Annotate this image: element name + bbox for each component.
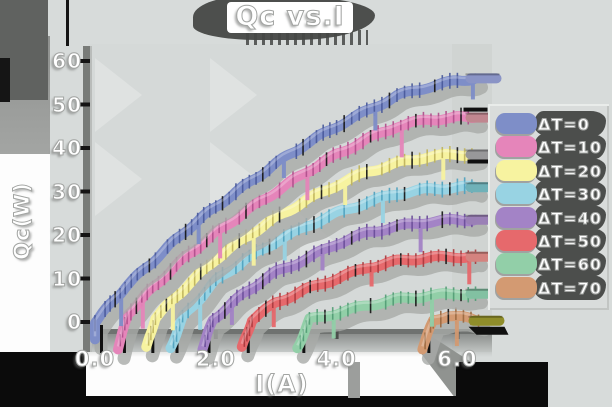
legend-label-shadow — [534, 274, 606, 300]
x-tick-label: 4.0 — [316, 347, 357, 372]
legend-label: ΔT=50 — [538, 232, 602, 252]
axis-ink-mark — [66, 0, 69, 46]
legend-swatch — [496, 183, 537, 205]
y-tick-label: 60 — [52, 49, 82, 74]
series-shadow — [170, 188, 488, 364]
title-shadow-fringe — [246, 30, 368, 45]
deco-triangle — [95, 58, 142, 132]
series-shadow — [117, 118, 488, 365]
series-highlight — [145, 149, 476, 345]
legend-label: ΔT=60 — [538, 255, 602, 275]
y-tick-label: 0 — [67, 310, 82, 335]
legend-label-shadow — [534, 204, 606, 230]
legend: ΔT=0 ΔT=10 ΔT=20 ΔT=30 ΔT=40 ΔT=50 ΔT=60 ΔT=70 — [488, 104, 609, 310]
legend-label: ΔT=10 — [538, 138, 602, 158]
series-highlight — [240, 251, 476, 345]
y-tick-mark — [76, 146, 90, 150]
legend-item: ΔT=30 — [488, 181, 609, 207]
series-shadow — [202, 221, 488, 365]
series-shadow — [241, 258, 488, 363]
x-tick-label: 6.0 — [437, 347, 478, 372]
y-tick-label: 40 — [52, 136, 82, 161]
legend-label: ΔT=70 — [538, 278, 602, 298]
y-tick-label: 30 — [52, 179, 82, 204]
corner-ink-mark — [0, 58, 10, 102]
legend-swatch — [496, 230, 537, 251]
series-dt-40 — [197, 211, 502, 365]
legend-item: ΔT=40 — [488, 204, 609, 230]
legend-label: ΔT=20 — [538, 161, 602, 181]
legend-label: ΔT=0 — [538, 115, 590, 135]
series-dt-0 — [90, 72, 502, 355]
y-tick-mark — [76, 276, 90, 281]
series-highlight — [421, 311, 479, 347]
y-tick-mark — [76, 59, 90, 63]
bottom-ink-bar — [0, 396, 462, 407]
legend-item: ΔT=50 — [488, 228, 609, 253]
x-tick-label: 2.0 — [195, 347, 236, 372]
tick-shadow — [348, 362, 360, 398]
legend-swatch — [496, 136, 537, 158]
series-start-ink — [100, 325, 103, 353]
deco-triangle — [210, 58, 257, 132]
title-box — [227, 2, 353, 33]
legend-item: ΔT=60 — [488, 251, 609, 277]
legend-swatch — [496, 276, 537, 298]
series-highlight — [201, 214, 476, 347]
y-tick-mark — [76, 189, 90, 194]
y-axis-spine-edge — [90, 46, 92, 352]
series-highlight — [296, 289, 476, 346]
series-shadow — [145, 156, 488, 363]
x-axis-label: I(A) — [255, 370, 309, 399]
y-tick-label: 20 — [52, 223, 82, 248]
legend-label-shadow — [534, 228, 606, 253]
series-line — [113, 111, 481, 355]
legend-swatch — [496, 253, 537, 275]
legend-label-shadow — [534, 111, 606, 136]
series-line — [292, 288, 481, 354]
x-tick-mark — [334, 330, 339, 339]
chart-title: Qc vs.I — [235, 1, 345, 33]
y-axis-spine — [83, 46, 90, 352]
deco-triangle — [95, 142, 142, 216]
legend-label-shadow — [534, 134, 606, 160]
series-line — [197, 213, 481, 355]
series-shadow — [296, 295, 488, 364]
series-shadow — [421, 318, 491, 365]
series-tail — [465, 73, 502, 84]
y-axis-label: Qc(W) — [10, 182, 35, 261]
legend-item: ΔT=20 — [488, 157, 609, 183]
y-tick-mark — [76, 233, 90, 237]
legend-swatch — [496, 113, 537, 134]
legend-label: ΔT=40 — [538, 208, 602, 228]
y-tick-label: 10 — [52, 266, 82, 291]
corner-ink-block — [456, 362, 548, 407]
legend-label: ΔT=30 — [538, 185, 602, 205]
legend-swatch — [496, 206, 537, 228]
legend-label-shadow — [534, 181, 606, 207]
series-shadow — [94, 80, 488, 355]
legend-label-shadow — [534, 251, 606, 277]
x-tick-label: 0.0 — [74, 347, 116, 372]
legend-item: ΔT=70 — [488, 274, 609, 300]
legend-item: ΔT=0 — [488, 111, 609, 136]
series-tail — [468, 315, 509, 335]
x-axis-spine — [88, 329, 492, 334]
left-margin-panel — [0, 154, 50, 352]
y-tick-mark — [76, 102, 90, 107]
series-dt-60 — [292, 286, 502, 364]
y-tick-mark — [76, 320, 90, 324]
legend-label-shadow — [534, 157, 606, 183]
legend-swatch — [496, 159, 537, 181]
legend-item: ΔT=10 — [488, 134, 609, 160]
series-highlight — [93, 74, 477, 337]
y-tick-label: 50 — [52, 92, 82, 117]
